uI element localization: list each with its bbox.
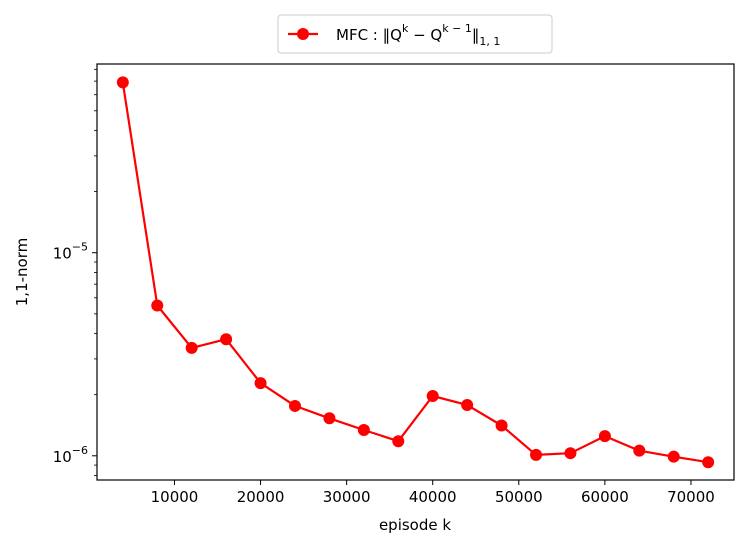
legend-label: MFC : ‖Qk − Qk − 1‖1, 1: [336, 22, 500, 48]
data-point: [461, 398, 474, 411]
data-point: [633, 444, 646, 457]
plot-area: [96, 63, 735, 481]
legend: MFC : ‖Qk − Qk − 1‖1, 1: [277, 14, 553, 54]
data-point: [254, 377, 267, 390]
x-tick-label: 70000: [667, 488, 715, 506]
data-point: [564, 447, 577, 460]
y-axis-label: 1,1-norm: [13, 238, 31, 306]
data-point: [288, 399, 301, 412]
data-point: [151, 299, 164, 312]
data-point: [323, 412, 336, 425]
data-point: [220, 333, 233, 346]
y-tick-label: 10−6: [53, 444, 88, 466]
data-point: [426, 390, 439, 403]
y-axis: 10−6 10−5: [53, 68, 97, 476]
data-point: [702, 456, 715, 469]
data-point: [357, 423, 370, 436]
x-tick-label: 50000: [495, 488, 543, 506]
data-point: [116, 76, 129, 89]
x-tick-label: 20000: [237, 488, 285, 506]
data-point: [598, 430, 611, 443]
x-tick-label: 40000: [409, 488, 457, 506]
legend-box: [277, 14, 553, 54]
x-axis: 10000 20000 30000 40000 50000 60000 70000: [151, 480, 715, 506]
series-line: [121, 82, 709, 464]
x-tick-label: 60000: [581, 488, 629, 506]
y-tick-label: 10−5: [53, 241, 88, 263]
data-point: [185, 341, 198, 354]
data-point: [667, 450, 680, 463]
data-point: [392, 435, 405, 448]
x-axis-label: episode k: [379, 516, 451, 534]
data-point: [495, 419, 508, 432]
x-tick-label: 30000: [323, 488, 371, 506]
x-tick-label: 10000: [151, 488, 199, 506]
data-point: [530, 448, 543, 461]
legend-marker: [297, 28, 309, 40]
series-layer: [116, 76, 715, 469]
